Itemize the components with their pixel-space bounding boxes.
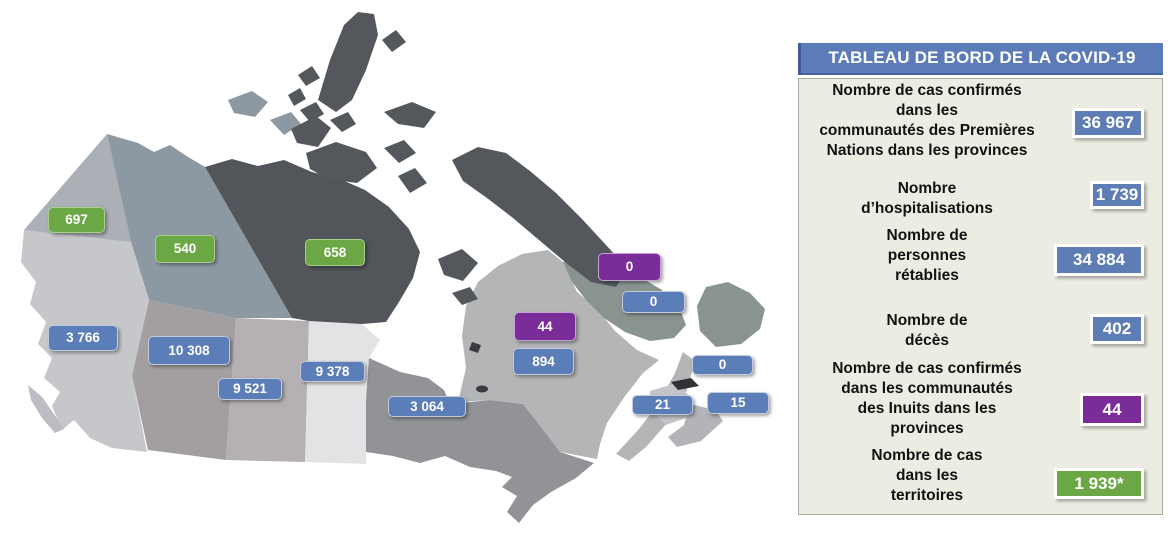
map-badge-labrador: 0 (622, 291, 685, 313)
map-badge-nwt: 540 (155, 235, 215, 263)
stat-label-deaths: Nombre de décès (886, 312, 968, 349)
stat-value-territories-cases: 1 939* (1054, 468, 1144, 499)
canada-map-svg (21, 12, 765, 523)
map-badge-quebec: 894 (513, 348, 574, 375)
stat-value-recovered: 34 884 (1054, 244, 1144, 276)
province-northwest-territories (107, 134, 292, 318)
map-badge-ontario: 3 064 (388, 396, 466, 417)
province-prince-edward-island (671, 378, 699, 390)
map-badge-nova-scotia: 15 (707, 392, 769, 414)
stat-label-territories-cases: Nombre de cas dans les territoires (871, 447, 983, 504)
quebec-gaspe-south-shore (616, 352, 695, 461)
map-badge-pei: 0 (692, 355, 753, 375)
canada-map: 697 540 658 3 766 10 308 9 521 9 378 3 0… (21, 12, 769, 523)
province-manitoba (305, 321, 380, 464)
stat-value-deaths: 402 (1090, 314, 1144, 344)
stat-label-inuit-cases: Nombre de cas confirmés dans les communa… (832, 360, 1022, 437)
nwt-island-1 (228, 91, 268, 117)
province-nova-scotia (668, 404, 723, 447)
map-badge-labrador-inuit: 0 (598, 253, 661, 281)
stat-value-inuit-cases: 44 (1080, 393, 1144, 426)
stat-label-hospitalisations: Nombre d’hospitalisations (861, 180, 993, 217)
dashboard-title: TABLEAU DE BORD DE LA COVID-19 (798, 43, 1163, 75)
stat-label-first-nations-cases: Nombre de cas confirmés dans les communa… (819, 82, 1035, 159)
newfoundland-island (697, 282, 765, 347)
map-badge-british-columbia: 3 766 (48, 325, 118, 351)
nwt-island-2 (270, 112, 301, 135)
arctic-archipelago (288, 12, 628, 305)
stat-value-first-nations-cases: 36 967 (1072, 108, 1144, 138)
map-badge-nunavut: 658 (305, 239, 365, 266)
map-badge-quebec-inuit: 44 (514, 312, 576, 341)
map-badge-manitoba: 9 378 (300, 361, 365, 382)
ontario-small-lakes (469, 342, 488, 393)
map-badge-alberta: 10 308 (148, 336, 230, 365)
map-badge-yukon: 697 (48, 207, 105, 233)
dashboard-panel: Nombre de cas confirmés dans les communa… (798, 78, 1163, 515)
stat-value-hospitalisations: 1 739 (1090, 181, 1144, 209)
map-badge-new-brunswick: 21 (632, 395, 693, 415)
map-badge-saskatchewan: 9 521 (218, 378, 282, 400)
stat-label-recovered: Nombre de personnes rétablies (886, 227, 968, 284)
vancouver-island (28, 385, 64, 433)
